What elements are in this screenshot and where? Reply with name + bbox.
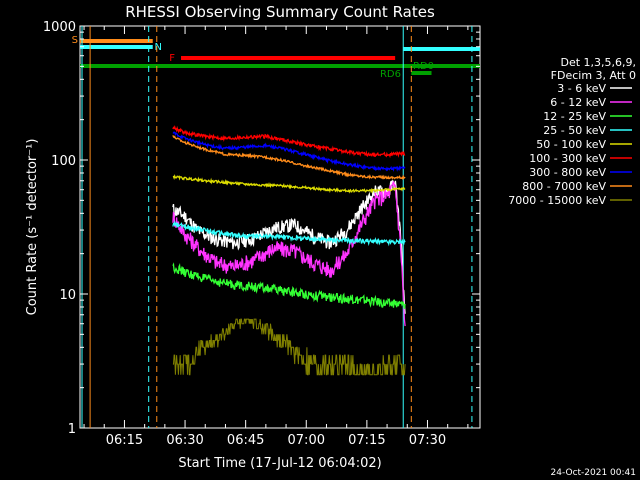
- y-tick-label: 10: [59, 288, 76, 303]
- series-line: [172, 220, 406, 247]
- series-line: [172, 131, 406, 172]
- y-axis-label: Count Rate (s⁻¹ detector⁻¹): [25, 139, 40, 316]
- legend-entry-label: 25 - 50 keV: [543, 124, 606, 137]
- y-tick-label: 1: [68, 422, 76, 437]
- flag-label: F: [169, 53, 175, 64]
- flag-label: RD6: [380, 69, 401, 80]
- x-tick-label: 07:30: [409, 433, 446, 448]
- legend-entry-label: 12 - 25 keV: [543, 110, 606, 123]
- plot-area: [79, 25, 481, 429]
- axis-ticks: 1 10 100 1000 06:15 06:30 06:45 07:00 07:15 07:30: [43, 20, 480, 448]
- series-line: [172, 174, 406, 194]
- x-tick-label: 06:45: [227, 433, 264, 448]
- footer-timestamp: 24-Oct-2021 00:41: [551, 468, 636, 478]
- x-tick-label: 07:15: [348, 433, 385, 448]
- legend-header: Det 1,3,5,6,9,: [560, 56, 636, 69]
- series-line: [172, 318, 406, 376]
- series-line: [172, 125, 406, 159]
- flag-label: RD0: [413, 61, 434, 72]
- y-tick-label: 100: [51, 154, 76, 169]
- x-axis-label: Start Time (17-Jul-12 06:04:02): [178, 456, 381, 471]
- series-line: [172, 262, 406, 309]
- flag-bars: S NF RD0 RD6: [72, 35, 480, 80]
- legend-entry-label: 50 - 100 keV: [536, 138, 606, 151]
- plot-frame: [79, 25, 481, 429]
- legend-entry-label: 7000 - 15000 keV: [508, 194, 606, 207]
- flag-label: S: [72, 35, 78, 46]
- x-tick-label: 06:30: [166, 433, 203, 448]
- legend-entry-label: 6 - 12 keV: [550, 96, 606, 109]
- series-line: [172, 135, 406, 181]
- vertical-markers: [81, 26, 473, 428]
- series-line: [172, 181, 406, 327]
- chart-title: RHESSI Observing Summary Count Rates: [125, 3, 435, 21]
- x-tick-label: 06:15: [106, 433, 143, 448]
- legend-entry-label: 100 - 300 keV: [529, 152, 606, 165]
- series-lines: [172, 125, 406, 376]
- legend: Det 1,3,5,6,9,FDecim 3, Att 03 - 6 keV6 …: [508, 56, 636, 207]
- legend-entry-label: 800 - 7000 keV: [522, 180, 606, 193]
- legend-entry-label: 3 - 6 keV: [557, 82, 606, 95]
- y-tick-label: 1000: [43, 20, 76, 35]
- flag-label: N: [155, 42, 162, 53]
- series-line: [172, 180, 406, 314]
- legend-entry-label: 300 - 800 keV: [529, 166, 606, 179]
- x-tick-label: 07:00: [288, 433, 325, 448]
- legend-header: FDecim 3, Att 0: [551, 69, 636, 82]
